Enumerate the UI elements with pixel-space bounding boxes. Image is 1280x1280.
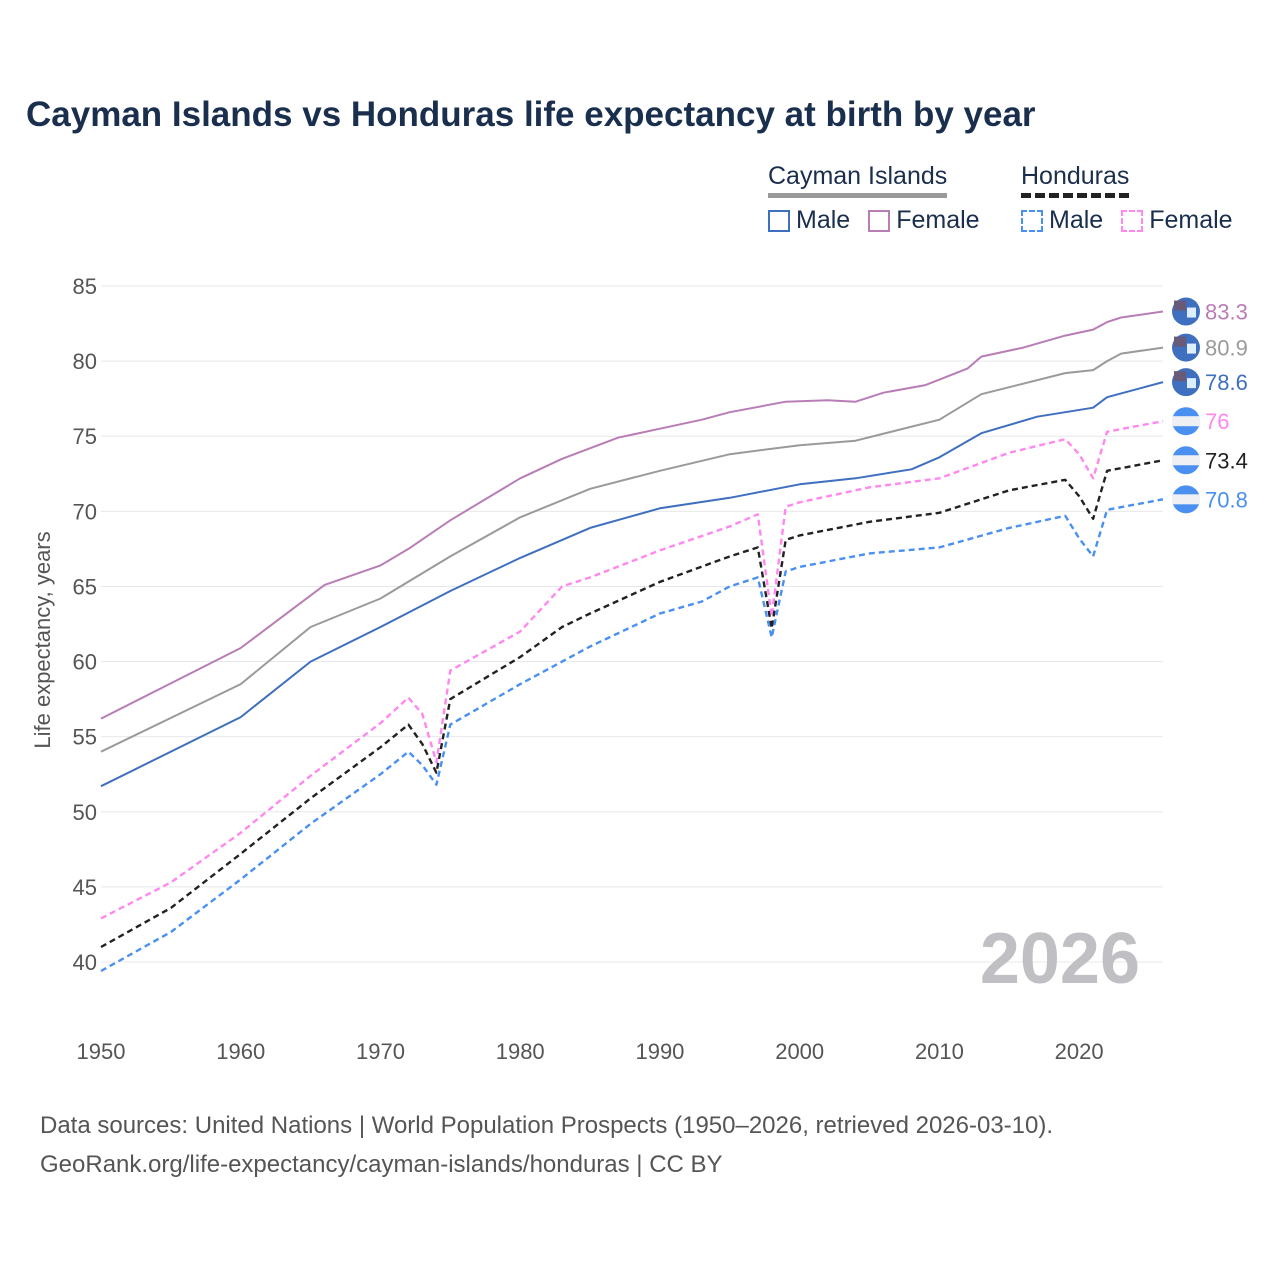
legend-honduras-female[interactable]: Female xyxy=(1121,206,1233,235)
y-tick-label: 65 xyxy=(73,574,97,599)
legend-cayman-male[interactable]: Male xyxy=(768,206,850,235)
end-value-label: 83.3 xyxy=(1205,300,1248,325)
y-tick-label: 45 xyxy=(73,875,97,900)
watermark-year: 2026 xyxy=(980,919,1140,999)
y-tick-label: 75 xyxy=(73,424,97,449)
legend-label: Male xyxy=(1049,206,1104,234)
honduras-flag-icon xyxy=(1172,485,1200,514)
y-tick-label: 40 xyxy=(73,950,97,975)
footer-sources: Data sources: United Nations | World Pop… xyxy=(40,1112,1054,1139)
legend-honduras: Honduras Male Female xyxy=(1021,162,1233,235)
legend-cayman-title: Cayman Islands xyxy=(768,162,948,198)
legend-label: Female xyxy=(1149,206,1233,234)
swatch-icon xyxy=(1021,209,1043,232)
x-tick-label: 1960 xyxy=(216,1039,265,1064)
end-value-label: 76 xyxy=(1205,409,1229,434)
end-value-label: 80.9 xyxy=(1205,336,1248,361)
cayman-flag-icon xyxy=(1172,297,1200,326)
x-tick-label: 1980 xyxy=(496,1039,545,1064)
y-tick-label: 70 xyxy=(73,499,97,524)
x-tick-label: 1950 xyxy=(77,1039,126,1064)
x-tick-label: 1970 xyxy=(356,1039,405,1064)
x-tick-label: 2010 xyxy=(915,1039,964,1064)
legend-honduras-title: Honduras xyxy=(1021,162,1130,198)
swatch-icon xyxy=(768,209,790,232)
chart-title: Cayman Islands vs Honduras life expectan… xyxy=(26,95,1036,134)
series-line-cayman-islands-female xyxy=(100,310,1164,720)
swatch-icon xyxy=(1121,209,1144,232)
series-line-cayman-islands-total xyxy=(100,346,1164,753)
y-tick-label: 85 xyxy=(73,274,97,299)
y-tick-label: 60 xyxy=(73,650,97,675)
y-tick-label: 80 xyxy=(73,349,97,374)
legend-cayman-female[interactable]: Female xyxy=(868,206,980,235)
x-tick-label: 2000 xyxy=(775,1039,824,1064)
y-tick-label: 50 xyxy=(73,800,97,825)
footer-link[interactable]: GeoRank.org/life-expectancy/cayman-islan… xyxy=(40,1151,723,1178)
x-tick-label: 1990 xyxy=(635,1039,684,1064)
cayman-flag-icon xyxy=(1172,368,1200,397)
end-value-label: 70.8 xyxy=(1205,487,1248,512)
swatch-icon xyxy=(868,209,891,232)
legend-honduras-male[interactable]: Male xyxy=(1021,206,1103,235)
y-axis-label: Life expectancy, years xyxy=(30,531,55,748)
honduras-flag-icon xyxy=(1172,407,1200,436)
legend-cayman: Cayman Islands Male Female xyxy=(768,162,980,235)
y-tick-label: 55 xyxy=(73,725,97,750)
cayman-flag-icon xyxy=(1172,333,1200,362)
end-value-label: 78.6 xyxy=(1205,370,1248,395)
series-line-honduras-female xyxy=(100,420,1164,920)
legend-label: Female xyxy=(896,206,980,234)
legend-label: Male xyxy=(796,206,851,234)
honduras-flag-icon xyxy=(1172,446,1200,475)
end-value-label: 73.4 xyxy=(1205,448,1248,473)
series-line-honduras-male xyxy=(100,498,1164,973)
footer: Data sources: United Nations | World Pop… xyxy=(40,1106,1053,1184)
series-line-honduras-total xyxy=(100,459,1164,949)
x-tick-label: 2020 xyxy=(1055,1039,1104,1064)
series-line-cayman-islands-male xyxy=(100,381,1164,788)
